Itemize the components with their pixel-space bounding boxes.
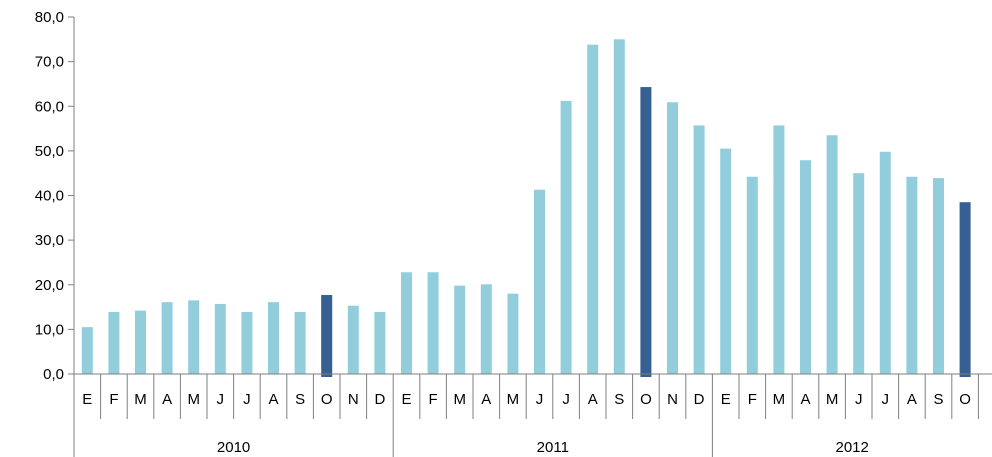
bar (427, 272, 439, 374)
y-tick-label: 80,0 (35, 9, 64, 26)
x-tick-label: A (268, 391, 278, 408)
x-tick-label: M (507, 391, 520, 408)
y-tick-label: 40,0 (35, 188, 64, 205)
x-tick-label: J (882, 391, 890, 408)
bar (81, 327, 93, 374)
x-tick-label: S (933, 391, 943, 408)
bar (214, 303, 226, 374)
x-tick-label: O (959, 391, 971, 408)
y-tick-label: 70,0 (35, 54, 64, 71)
bar (667, 102, 678, 374)
bar (108, 311, 120, 374)
x-tick-label: M (187, 391, 200, 408)
bar-highlight (640, 87, 652, 377)
x-tick-label: F (109, 391, 118, 408)
bar (560, 100, 572, 375)
x-tick-label: S (295, 391, 305, 408)
x-tick-label: D (694, 391, 705, 408)
x-tick-label: A (800, 391, 810, 408)
bar (241, 311, 253, 374)
y-tick-label: 0,0 (43, 366, 64, 383)
bar (294, 311, 306, 374)
bar (188, 300, 200, 374)
y-tick-label: 10,0 (35, 321, 64, 338)
bar (853, 173, 865, 374)
x-tick-label: J (217, 391, 225, 408)
group-label: 2010 (217, 439, 250, 456)
group-label: 2011 (537, 439, 569, 456)
x-tick-label: M (826, 391, 839, 408)
bar (401, 272, 412, 374)
bar (268, 302, 279, 374)
y-tick-label: 30,0 (35, 232, 64, 249)
x-tick-label: N (348, 391, 359, 408)
bar (879, 151, 891, 374)
bars (81, 39, 971, 377)
x-tick-label: S (614, 391, 624, 408)
y-tick-label: 50,0 (35, 143, 64, 160)
bar (480, 284, 492, 374)
x-tick-label: A (162, 391, 172, 408)
x-tick-label: E (721, 391, 731, 408)
x-tick-label: F (748, 391, 757, 408)
x-tick-label: O (640, 391, 652, 408)
bar (826, 135, 838, 374)
bar-highlight (321, 295, 333, 377)
bar (746, 176, 758, 374)
x-tick-label: O (321, 391, 333, 408)
x-tick-label: J (855, 391, 863, 408)
bar (454, 285, 466, 374)
bar (135, 310, 146, 374)
bar (507, 293, 519, 374)
bar-highlight (959, 202, 971, 377)
x-tick-label: E (82, 391, 92, 408)
x-tick-label: A (588, 391, 598, 408)
bar (613, 39, 625, 374)
x-tick-label: A (481, 391, 491, 408)
bar (720, 148, 732, 374)
x-tick-label: D (374, 391, 385, 408)
x-tick-label: A (907, 391, 917, 408)
x-tick-label: M (453, 391, 466, 408)
bar (347, 305, 359, 374)
bar (587, 44, 599, 374)
bar (534, 189, 545, 374)
group-label: 2012 (836, 439, 869, 456)
x-tick-label: N (667, 391, 678, 408)
bar (933, 178, 944, 374)
y-axis: 0,0 10,0 20,0 30,0 40,0 50,0 60,0 70,0 80,0 (35, 9, 75, 383)
x-tick-label: J (536, 391, 544, 408)
bar (906, 176, 918, 374)
x-tick-label: J (562, 391, 570, 408)
x-tick-label: F (429, 391, 438, 408)
x-tick-label: M (134, 391, 147, 408)
bar (374, 311, 386, 374)
x-tick-label: J (243, 391, 251, 408)
x-tick-label: E (401, 391, 411, 408)
y-tick-label: 20,0 (35, 277, 64, 294)
bar (773, 125, 785, 374)
y-tick-label: 60,0 (35, 98, 64, 115)
x-tick-label: M (773, 391, 786, 408)
bar (800, 160, 811, 374)
bar (693, 125, 705, 374)
bar (161, 302, 173, 374)
